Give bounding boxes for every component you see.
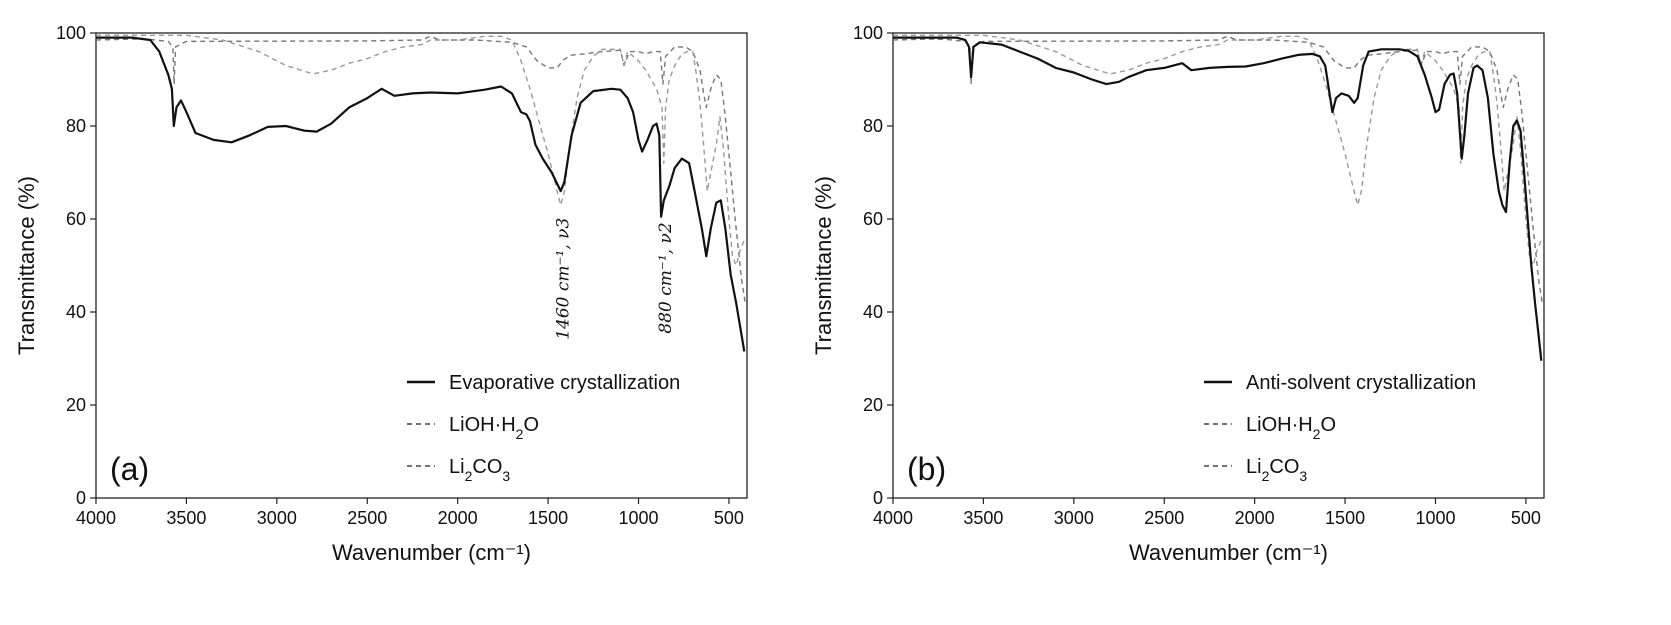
x-tick-label: 2500	[1144, 508, 1184, 528]
x-tick-label: 2000	[438, 508, 478, 528]
y-tick-label: 20	[66, 395, 86, 415]
series-line-anti-solvent-crystallization	[893, 36, 1543, 361]
y-tick-label: 0	[873, 488, 883, 508]
x-tick-label: 2500	[347, 508, 387, 528]
x-tick-label: 4000	[76, 508, 116, 528]
x-tick-label: 3000	[257, 508, 297, 528]
legend-label: LiOH·H2O	[449, 414, 539, 442]
panel-label: (a)	[110, 451, 149, 487]
y-tick-label: 40	[66, 302, 86, 322]
legend-label: Anti-solvent crystallization	[1246, 372, 1476, 394]
y-tick-label: 20	[863, 395, 883, 415]
legend-label: LiOH·H2O	[1246, 414, 1336, 442]
y-tick-label: 100	[853, 23, 883, 43]
plot-frame	[892, 32, 1545, 499]
series-line-li2co3	[893, 34, 1543, 267]
series-line-evaporative-crystallization	[96, 36, 746, 352]
series-line-lioh-h2o	[893, 35, 1543, 303]
y-tick-label: 80	[863, 116, 883, 136]
x-tick-label: 500	[1511, 508, 1541, 528]
peak-annotation: 880 cm⁻¹, ν2	[656, 222, 676, 333]
y-tick-label: 40	[863, 302, 883, 322]
x-tick-label: 500	[714, 508, 744, 528]
x-tick-label: 3500	[166, 508, 206, 528]
x-tick-label: 3000	[1054, 508, 1094, 528]
y-axis-title: Transmittance (%)	[811, 176, 836, 355]
x-tick-label: 1000	[618, 508, 658, 528]
legend-label: Li2CO3	[449, 456, 510, 484]
y-tick-label: 100	[56, 23, 86, 43]
x-tick-label: 1000	[1415, 508, 1455, 528]
x-tick-label: 2000	[1235, 508, 1275, 528]
y-axis-title: Transmittance (%)	[14, 176, 39, 355]
y-tick-label: 60	[66, 209, 86, 229]
x-axis-title: Wavenumber (cm⁻¹)	[1129, 540, 1328, 565]
panel-a: 4000 3500 3000 2500 2000 1500 1000 500 0 20 40 60 80…	[14, 23, 748, 565]
panel-label: (b)	[907, 451, 946, 487]
series-line-li2co3	[96, 34, 746, 267]
x-tick-label: 4000	[873, 508, 913, 528]
series-line-lioh-h2o	[96, 35, 746, 303]
y-tick-label: 60	[863, 209, 883, 229]
x-tick-label: 1500	[1325, 508, 1365, 528]
x-tick-label: 1500	[528, 508, 568, 528]
y-tick-label: 0	[76, 488, 86, 508]
legend-label: Li2CO3	[1246, 456, 1307, 484]
peak-annotation: 1460 cm⁻¹, ν3	[554, 218, 574, 340]
x-axis-title: Wavenumber (cm⁻¹)	[332, 540, 531, 565]
x-tick-label: 3500	[963, 508, 1003, 528]
plot-frame	[95, 32, 748, 499]
panel-b: 4000 3500 3000 2500 2000 1500 1000 500 0 20 40 60 80…	[811, 23, 1545, 565]
legend-label: Evaporative crystallization	[449, 372, 680, 394]
y-tick-label: 80	[66, 116, 86, 136]
